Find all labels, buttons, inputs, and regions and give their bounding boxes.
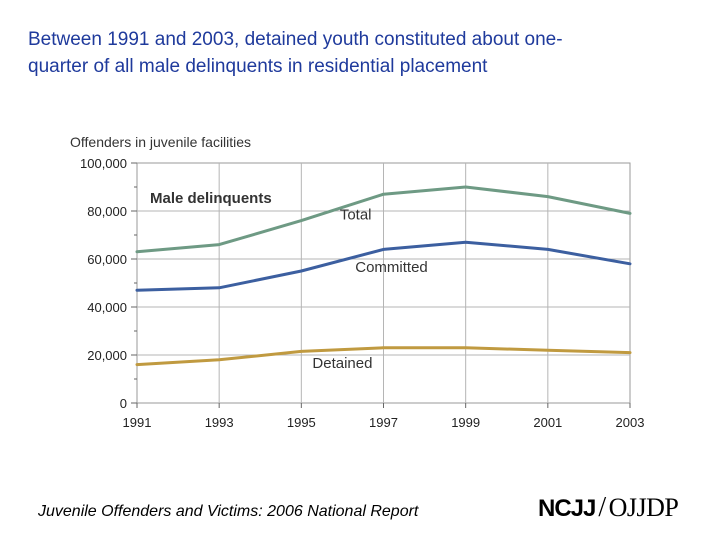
x-tick-label: 1995 (287, 415, 316, 430)
panel-label: Male delinquents (150, 190, 272, 207)
y-tick-label: 100,000 (80, 156, 127, 171)
slide-title-line-2: quarter of all male delinquents in resid… (28, 56, 488, 77)
series-lines (135, 185, 632, 367)
slide-title-line-1: Between 1991 and 2003, detained youth co… (28, 29, 563, 50)
series-line-detained (135, 346, 632, 367)
footer-source: Juvenile Offenders and Victims: 2006 Nat… (38, 503, 419, 520)
y-tick-label: 0 (120, 396, 127, 411)
series-line-total (135, 185, 632, 254)
x-tick-label: 1999 (451, 415, 480, 430)
x-tick-label: 1993 (205, 415, 234, 430)
chart-labels: 0 20,000 40,000 60,000 80,000 100,000 1991 1993… (70, 134, 644, 430)
y-tick-label: 40,000 (87, 300, 127, 315)
ncjj-ojjdp-logo: NCJJ / OJJDP (538, 492, 679, 524)
series-label-total: Total (340, 206, 372, 223)
line-chart: 0 20,000 40,000 60,000 80,000 100,000 1991 1993… (70, 134, 644, 430)
gridlines (137, 163, 630, 403)
ncjj-logo-text: NCJJ (538, 495, 596, 522)
logo-slash: / (598, 492, 606, 523)
ojjdp-logo-text: OJJDP (608, 493, 679, 522)
y-tick-label: 80,000 (87, 204, 127, 219)
series-line-committed (135, 240, 632, 292)
y-axis-label: Offenders in juvenile facilities (70, 134, 251, 150)
y-tick-label: 20,000 (87, 348, 127, 363)
x-tick-label: 1997 (369, 415, 398, 430)
slide-title: Between 1991 and 2003, detained youth co… (28, 26, 708, 80)
x-tick-label: 2003 (616, 415, 645, 430)
x-tick-label: 1991 (123, 415, 152, 430)
y-tick-label: 60,000 (87, 252, 127, 267)
series-label-detained: Detained (312, 355, 372, 372)
axes (131, 162, 631, 408)
x-tick-label: 2001 (533, 415, 562, 430)
series-label-committed: Committed (355, 259, 428, 276)
